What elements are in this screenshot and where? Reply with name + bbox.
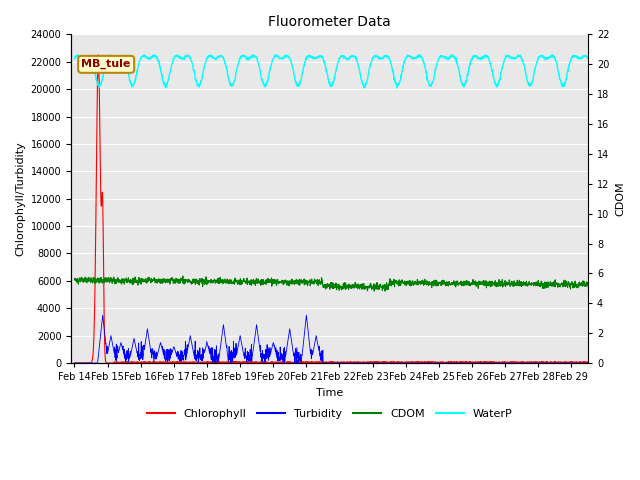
X-axis label: Time: Time xyxy=(316,388,343,397)
Y-axis label: Chlorophyll/Turbidity: Chlorophyll/Turbidity xyxy=(15,141,25,256)
Title: Fluorometer Data: Fluorometer Data xyxy=(268,15,391,29)
Legend: Chlorophyll, Turbidity, CDOM, WaterP: Chlorophyll, Turbidity, CDOM, WaterP xyxy=(143,404,516,423)
Text: MB_tule: MB_tule xyxy=(81,59,131,70)
Y-axis label: CDOM: CDOM xyxy=(615,181,625,216)
